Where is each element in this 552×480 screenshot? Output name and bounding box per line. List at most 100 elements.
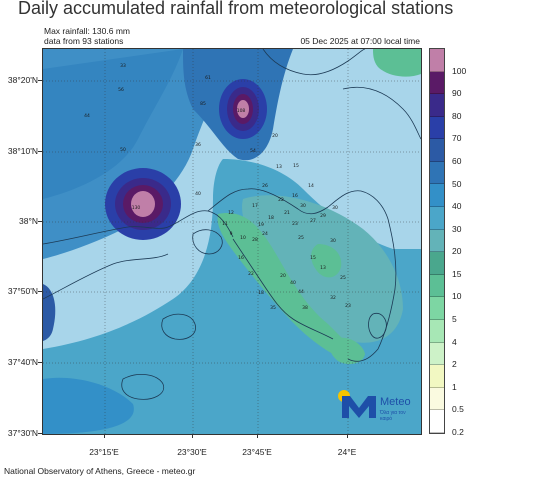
colorbar-label: 0.5 — [452, 404, 464, 415]
station-value: 108 — [237, 108, 246, 114]
station-value: 32 — [330, 295, 336, 301]
station-value: 28 — [252, 237, 258, 243]
lat-label-37-50: 37°50'N — [7, 286, 38, 296]
rain-band-northwest — [43, 49, 183, 199]
colorbar-label: 5 — [452, 314, 457, 325]
station-value: 18 — [268, 215, 274, 221]
station-value: 16 — [292, 193, 298, 199]
grid-lines — [43, 49, 421, 434]
station-value: 19 — [258, 222, 264, 228]
coastline-island-south — [121, 374, 165, 400]
colorbar-label: 10 — [452, 291, 462, 302]
colorbar-label: 80 — [452, 110, 462, 121]
lon-label-23-30: 23°30'E — [177, 447, 207, 457]
lon-label-24-00: 24°E — [337, 447, 357, 457]
station-value: 56 — [118, 87, 124, 93]
colorbar-segment — [430, 116, 444, 140]
logo-name: Meteo — [380, 396, 411, 408]
map-metadata: Max rainfall: 130.6 mm data from 93 stat… — [44, 26, 130, 46]
lat-tick-37-40 — [38, 362, 42, 363]
lat-label-38-00: 38°N — [19, 216, 38, 226]
lat-tick-38-20 — [38, 80, 42, 81]
lat-tick-37-50 — [38, 291, 42, 292]
rain-band-northeast-hill — [373, 49, 421, 77]
lon-tick-23-45 — [257, 434, 258, 438]
meteo-m-icon — [342, 396, 376, 418]
colorbar-label: 70 — [452, 133, 462, 144]
station-value: 20 — [272, 133, 278, 139]
colorbar-segment — [430, 207, 444, 230]
station-value: 23 — [292, 221, 298, 227]
lon-tick-23-15 — [104, 434, 105, 438]
station-value: 22 — [248, 271, 254, 277]
lon-tick-24-00 — [347, 434, 348, 438]
colorbar-label: 15 — [452, 268, 462, 279]
colorbar-label: 1 — [452, 381, 457, 392]
station-value: 13 — [276, 164, 282, 170]
station-value: 16 — [238, 255, 244, 261]
colorbar-label: 30 — [452, 223, 462, 234]
rain-band-west-edge — [43, 284, 56, 341]
colorbar-segment — [430, 94, 444, 117]
coastline-peloponnese — [43, 210, 234, 300]
colorbar-label: 4 — [452, 336, 457, 347]
station-value: 85 — [200, 101, 206, 107]
station-value: 25 — [298, 235, 304, 241]
station-value: 20 — [280, 273, 286, 279]
lon-label-23-15: 23°15'E — [89, 447, 119, 457]
colorbar-segment — [430, 252, 444, 275]
colorbar-segment — [430, 387, 444, 411]
station-value: 40 — [195, 191, 201, 197]
station-value: 61 — [205, 75, 211, 81]
station-value: 10 — [240, 235, 246, 241]
station-value: 22 — [278, 197, 284, 203]
storm-cell-west-core — [131, 191, 155, 217]
station-value: 35 — [270, 305, 276, 311]
station-value: 33 — [120, 63, 126, 69]
lat-label-38-10: 38°10'N — [7, 146, 38, 156]
coastline-island-east — [368, 312, 387, 339]
station-value: 9 — [230, 231, 233, 237]
max-rainfall-text: Max rainfall: 130.6 mm — [44, 26, 130, 36]
lat-label-37-40: 37°40'N — [7, 357, 38, 367]
colorbar-segment — [430, 319, 444, 343]
station-value: 130 — [132, 205, 141, 211]
colorbar-label: 60 — [452, 155, 462, 166]
station-value: 26 — [262, 183, 268, 189]
colorbar-label: 40 — [452, 201, 462, 212]
station-value: 14 — [308, 183, 314, 189]
station-value: 24 — [262, 231, 268, 237]
station-value: 23 — [345, 303, 351, 309]
colorbar-segment — [430, 184, 444, 208]
station-value: 40 — [290, 280, 296, 286]
station-value: 12 — [228, 210, 234, 216]
coastlines — [43, 49, 421, 400]
station-value: 30 — [332, 205, 338, 211]
rainfall-colorbar — [429, 48, 445, 434]
station-value: 29 — [320, 213, 326, 219]
colorbar-label: 0.2 — [452, 427, 464, 437]
rain-band-southwest — [43, 377, 134, 434]
lat-label-38-20: 38°20'N — [7, 75, 38, 85]
colorbar-segment — [430, 139, 444, 162]
station-value: 44 — [84, 113, 90, 119]
station-value: 15 — [293, 163, 299, 169]
station-value: 21 — [284, 210, 290, 216]
lat-tick-37-30 — [38, 433, 42, 434]
colorbar-label: 2 — [452, 359, 457, 370]
coastline-euboea — [262, 49, 421, 140]
station-value: 27 — [310, 218, 316, 224]
meteo-logo: Meteo Όλα για τον καιρό — [334, 388, 416, 426]
map-title: Daily accumulated rainfall from meteorol… — [18, 0, 454, 18]
colorbar-segment — [430, 71, 444, 95]
lat-tick-38-10 — [38, 151, 42, 152]
colorbar-segment — [430, 274, 444, 298]
rainfall-map: 33 56 44 50 61 85 108 36 54 20 130 40 13 15 14 16 30 26 22… — [42, 48, 422, 435]
station-value: 54 — [250, 148, 256, 154]
rain-band-attica-south — [217, 213, 363, 360]
colorbar-segment — [430, 161, 444, 185]
lat-tick-38-00 — [38, 221, 42, 222]
lon-label-23-45: 23°45'E — [242, 447, 272, 457]
station-value: 18 — [258, 290, 264, 296]
